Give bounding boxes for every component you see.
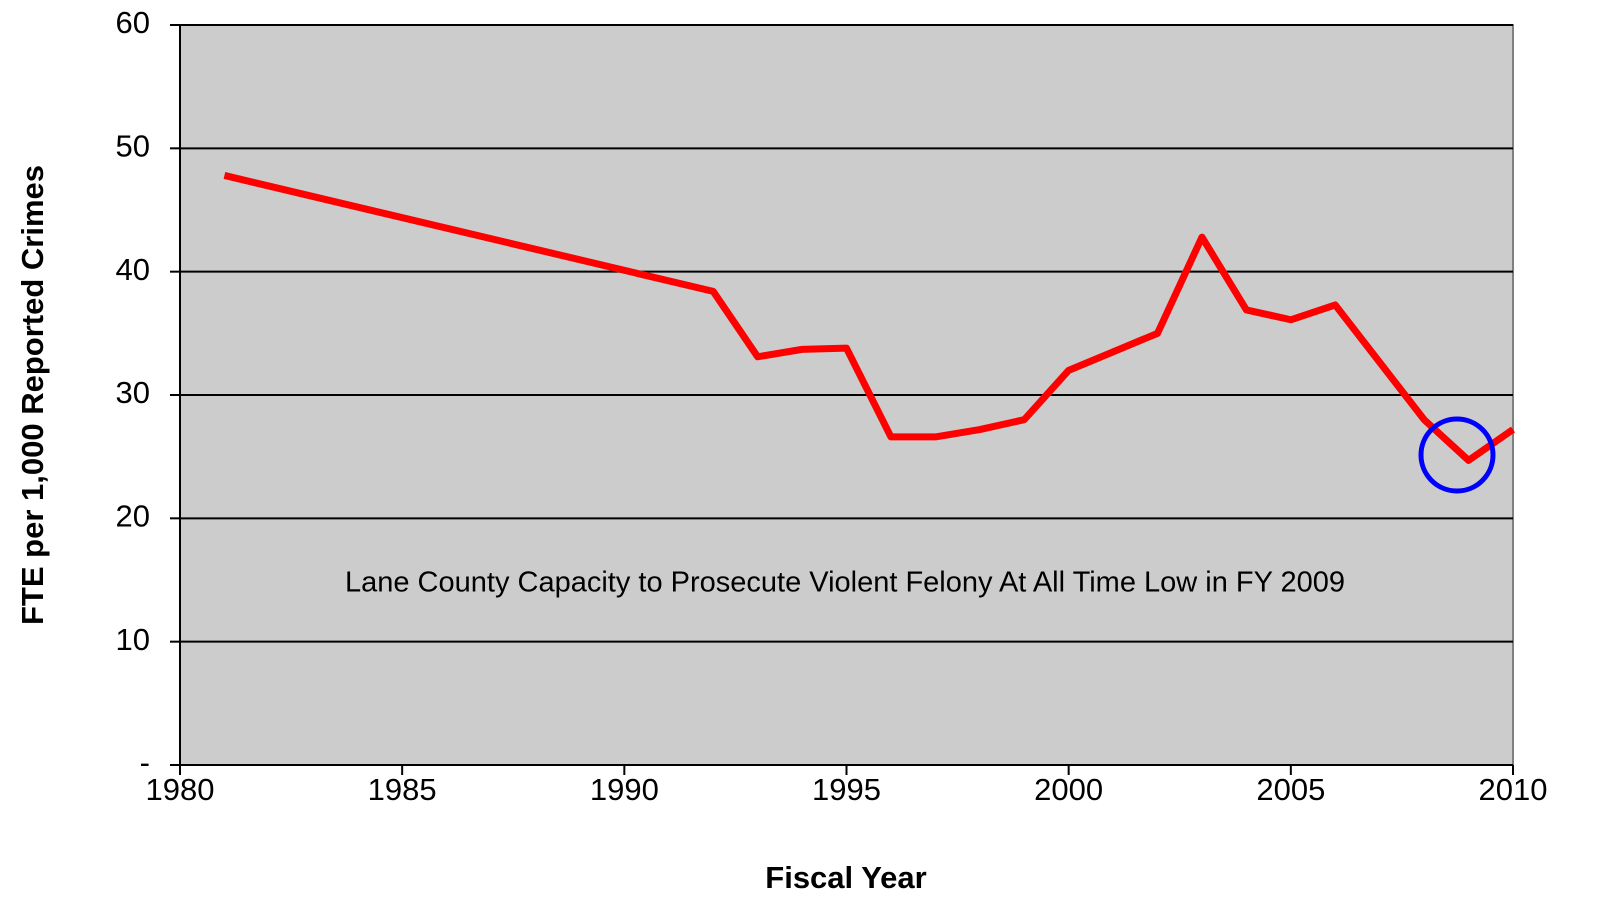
y-tick-label: 30 xyxy=(116,375,150,410)
y-tick-label: 20 xyxy=(116,499,150,534)
x-tick-label: 2010 xyxy=(1479,772,1548,807)
highlight-circle xyxy=(1418,416,1496,494)
x-tick-label: 1990 xyxy=(590,772,659,807)
x-tick-label: 1980 xyxy=(146,772,215,807)
data-line xyxy=(223,172,1515,464)
y-tick-label: 60 xyxy=(116,5,150,40)
annotation: Lane County Capacity to Prosecute Violen… xyxy=(345,567,1345,599)
x-axis-title: Fiscal Year xyxy=(765,860,926,895)
y-tick-label: 10 xyxy=(116,622,150,657)
y-tick-label: 40 xyxy=(116,252,150,287)
x-tick-label: 1985 xyxy=(368,772,437,807)
y-tick-label: 50 xyxy=(116,129,150,164)
y-tick-label: - xyxy=(140,745,150,780)
x-tick-label: 2000 xyxy=(1034,772,1103,807)
x-tick-label: 1995 xyxy=(812,772,881,807)
x-tick-label: 2005 xyxy=(1256,772,1325,807)
y-axis-title: FTE per 1,000 Reported Crimes xyxy=(15,165,50,625)
